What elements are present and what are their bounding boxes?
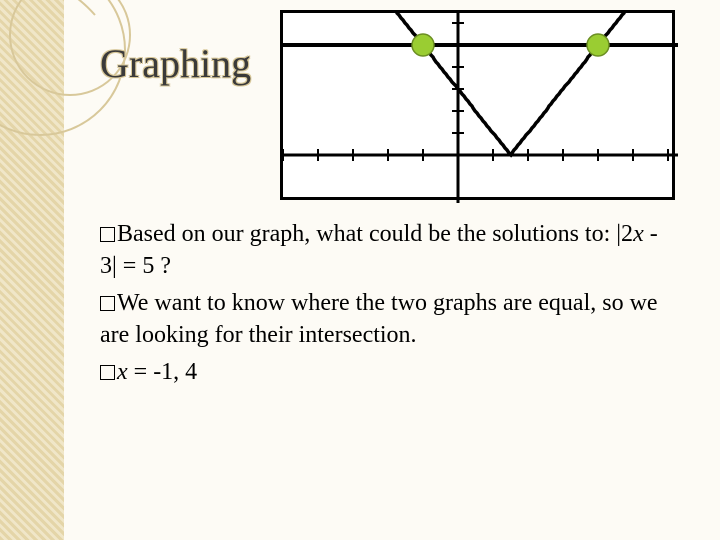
bullet-2: We want to know where the two graphs are… (100, 287, 660, 352)
left-decorative-stripe (0, 0, 64, 540)
bullet-1-text-a: Based on our graph, what could be the so… (117, 221, 633, 247)
bullet-3-text: = -1, 4 (128, 359, 198, 385)
slide-title: Graphing (100, 40, 251, 87)
bullet-2-text: We want to know where the two graphs are… (100, 290, 658, 348)
bullet-box-icon (100, 227, 115, 242)
bullet-1-var: x (633, 221, 644, 247)
bullet-box-icon (100, 365, 115, 380)
absolute-value-graph (283, 13, 678, 203)
bullet-1: Based on our graph, what could be the so… (100, 218, 660, 283)
bullet-box-icon (100, 296, 115, 311)
bullet-3-var: x (117, 359, 128, 385)
bullet-3: x = -1, 4 (100, 356, 660, 388)
slide-body: Based on our graph, what could be the so… (100, 218, 660, 392)
graph-container (280, 10, 675, 200)
